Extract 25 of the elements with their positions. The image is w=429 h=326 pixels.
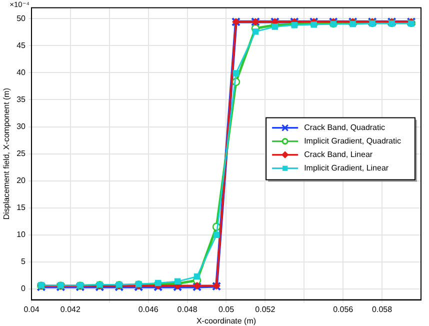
x-tick-label: 0.048 bbox=[177, 304, 198, 314]
y-tick-label: 15 bbox=[16, 203, 26, 212]
x-tick-label: 0.046 bbox=[138, 304, 159, 314]
legend-label: Implicit Gradient, Quadratic bbox=[304, 136, 402, 146]
y-tick-label: 5 bbox=[21, 257, 26, 266]
legend-label: Crack Band, Linear bbox=[304, 150, 373, 160]
y-tick-label: 0 bbox=[21, 284, 26, 294]
y-tick-label: 30 bbox=[16, 122, 26, 131]
y-tick-label: 50 bbox=[16, 14, 26, 23]
x-tick-label: 0.052 bbox=[255, 304, 276, 314]
x-tick-label: 0.05 bbox=[218, 304, 235, 314]
y-tick-label: 25 bbox=[16, 149, 26, 158]
x-axis-title: X-coordinate (m) bbox=[196, 316, 256, 326]
y-tick-label: 20 bbox=[16, 176, 26, 186]
y-tick-label: 10 bbox=[16, 230, 26, 240]
legend-label: Crack Band, Quadratic bbox=[304, 123, 386, 132]
x-tick-label: 0.058 bbox=[372, 304, 393, 314]
x-tick-label: 0.04 bbox=[24, 304, 40, 314]
legend-label: Implicit Gradient, Linear bbox=[304, 164, 389, 173]
y-tick-label: 45 bbox=[16, 40, 26, 50]
y-axis-title: Displacement field, X-component (m) bbox=[2, 88, 12, 220]
y-tick-label: 35 bbox=[16, 94, 26, 104]
x-tick-label: 0.056 bbox=[333, 304, 354, 314]
y-tick-label: 40 bbox=[16, 68, 26, 77]
x-tick-label: 0.042 bbox=[60, 304, 82, 314]
